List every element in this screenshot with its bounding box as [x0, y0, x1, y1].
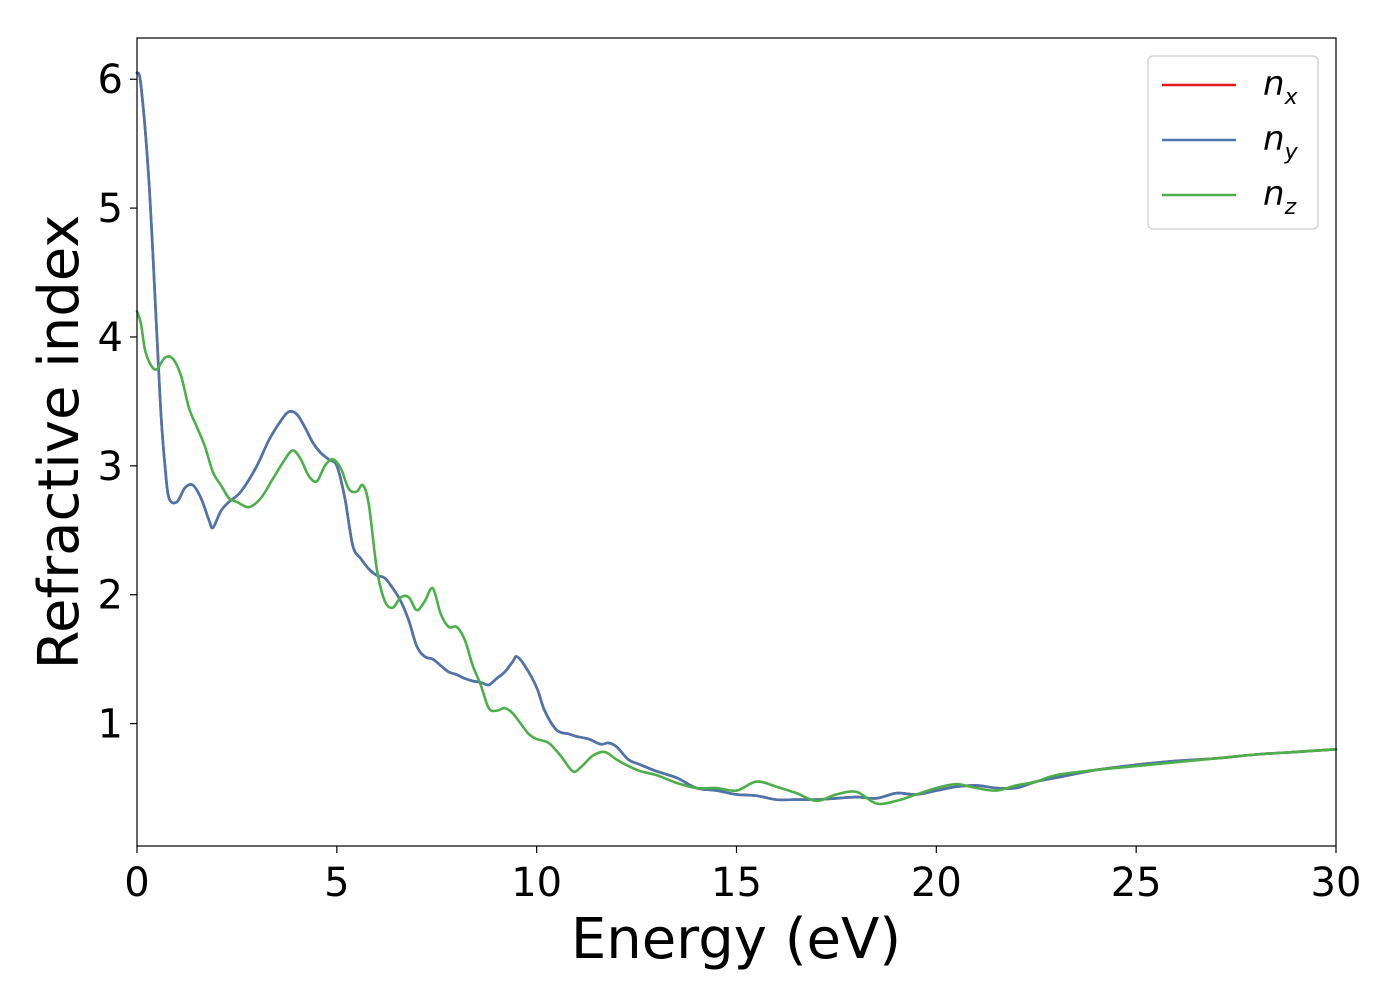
legend-label-n-x: nx	[1263, 64, 1299, 110]
legend-box	[1147, 55, 1319, 230]
y-axis-label: Refractive index	[27, 215, 92, 670]
y-tick-label: 3	[98, 444, 123, 490]
x-tick-label: 30	[1311, 860, 1362, 906]
y-tick-label: 1	[98, 702, 123, 748]
series-layer	[135, 71, 1338, 806]
x-tick-label: 25	[1111, 860, 1162, 906]
series-line-n-y	[135, 71, 1338, 802]
x-tick-label: 20	[911, 860, 962, 906]
x-tick-label: 0	[124, 860, 149, 906]
x-axis-label: Energy (eV)	[571, 907, 901, 972]
y-tick-label: 5	[98, 186, 123, 232]
legend: nx ny nz	[1147, 55, 1319, 230]
y-axis: 1 2 3 4 5 6	[98, 57, 137, 748]
legend-label-n-z: nz	[1263, 174, 1297, 220]
y-tick-label: 6	[98, 57, 123, 103]
x-tick-label: 10	[511, 860, 562, 906]
series-line-n-z	[135, 309, 1338, 806]
plot-area	[137, 38, 1336, 846]
x-tick-label: 15	[711, 860, 762, 906]
y-tick-label: 2	[98, 573, 123, 619]
x-tick-label: 5	[324, 860, 349, 906]
y-tick-label: 4	[98, 315, 123, 361]
legend-label-n-y: ny	[1263, 119, 1299, 165]
x-axis: 0 5 10 15 20 25 30	[124, 846, 1361, 906]
